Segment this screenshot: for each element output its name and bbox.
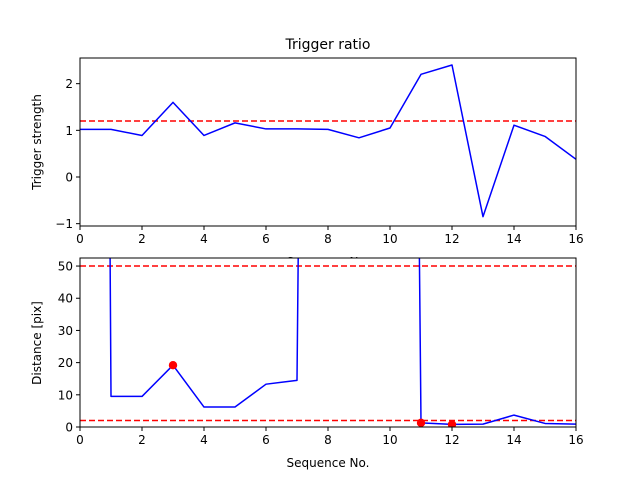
bottom-x-tick-label: 8	[324, 433, 332, 447]
bottom-x-tick-label: 14	[506, 433, 521, 447]
top-x-tick-label: 12	[444, 232, 459, 246]
top-plot-content	[80, 64, 576, 218]
top-x-tick-label: 4	[200, 232, 208, 246]
top-chart-title: Trigger ratio	[284, 37, 370, 53]
top-y-axis-label: Trigger strength	[30, 94, 44, 191]
bottom-marker-point	[416, 418, 426, 427]
bottom-y-tick-label: 0	[65, 421, 73, 435]
bottom-plot-content	[80, 258, 576, 427]
bottom-x-tick-label: 12	[444, 433, 459, 447]
top-series-line-0	[80, 64, 576, 218]
bottom-x-tick-label: 0	[76, 433, 84, 447]
bottom-plot-area: 0 2 4 6 8 10 12 14 16 0 10 20 30 40 50	[58, 257, 584, 447]
top-y-tick-label: −1	[55, 217, 73, 231]
bottom-marker-point	[447, 420, 457, 427]
bottom-x-tick-label: 6	[262, 433, 270, 447]
bottom-marker-point	[168, 360, 178, 370]
bottom-x-axis-label: Sequence No.	[287, 456, 370, 470]
top-y-tick-label: 1	[65, 124, 73, 138]
top-x-tick-label: 8	[324, 232, 332, 246]
bottom-y-tick-label: 20	[58, 356, 73, 370]
top-x-tick-label: 10	[382, 232, 397, 246]
top-x-tick-label: 16	[568, 232, 583, 246]
bottom-y-tick-label: 10	[58, 388, 73, 402]
top-y-tick-label: 2	[65, 77, 73, 91]
top-x-tick-label: 0	[76, 232, 84, 246]
bottom-series-line-0	[109, 258, 576, 426]
top-y-tick-label: 0	[65, 171, 73, 185]
bottom-x-tick-label: 2	[138, 433, 146, 447]
bottom-x-tick-label: 4	[200, 433, 208, 447]
bottom-y-axis-label: Distance [pix]	[30, 301, 44, 385]
bottom-y-tick-label: 30	[58, 324, 73, 338]
top-x-tick-label: 14	[506, 232, 521, 246]
top-x-tick-label: 6	[262, 232, 270, 246]
bottom-x-tick-label: 16	[568, 433, 583, 447]
bottom-y-tick-label: 40	[58, 292, 73, 306]
top-x-tick-label: 2	[138, 232, 146, 246]
bottom-y-tick-label: 50	[58, 260, 73, 274]
bottom-axes-background	[80, 258, 576, 427]
bottom-x-tick-label: 10	[382, 433, 397, 447]
